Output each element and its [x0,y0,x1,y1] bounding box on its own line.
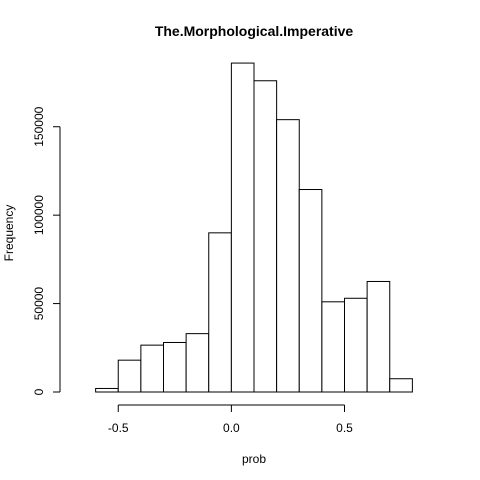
y-axis: 0 50000 100000 150000 [32,106,61,395]
x-axis-label: prob [242,452,266,466]
histogram-bar-3 [163,341,187,393]
histogram-bar-12 [366,280,391,393]
chart-title: The.Morphological.Imperative [155,23,354,39]
x-tick-label: 0.5 [336,421,353,435]
x-axis: -0.5 0.0 0.5 [108,404,353,435]
histogram-bar-0 [95,387,119,393]
histogram-bar-7 [253,80,278,393]
histogram-bar-8 [276,119,300,393]
y-tick-label: 50000 [32,287,46,321]
histogram-bar-11 [344,297,368,393]
histogram-bar-5 [208,232,232,393]
y-tick-label: 150000 [32,106,46,146]
histogram-bar-2 [140,344,164,393]
histogram-bar-4 [185,333,210,393]
histogram-bar-1 [117,359,142,393]
histogram-bar-10 [321,301,345,393]
x-tick-label: -0.5 [108,421,129,435]
histogram-bars [95,62,413,393]
histogram-bar-6 [230,62,255,393]
y-axis-label: Frequency [2,205,16,262]
x-tick-label: 0.0 [223,421,240,435]
y-tick-label: 0 [32,388,46,395]
histogram-bar-9 [298,189,323,393]
histogram-bar-13 [389,378,413,393]
y-tick-label: 100000 [32,195,46,235]
